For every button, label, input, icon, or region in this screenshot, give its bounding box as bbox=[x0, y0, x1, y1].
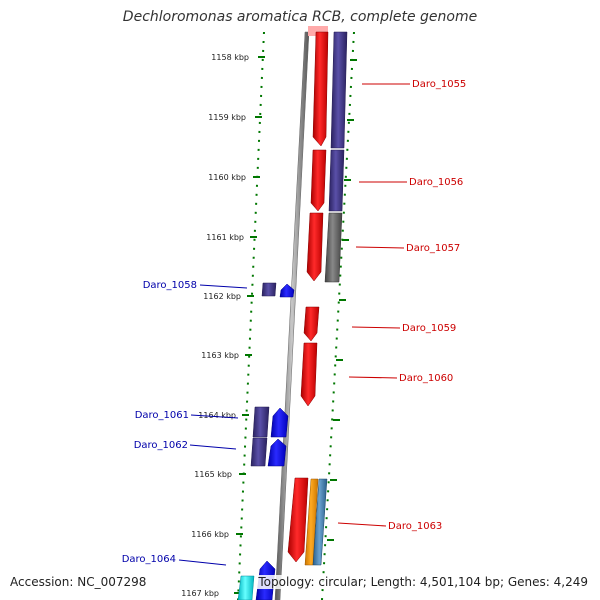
tick-label: 1162 kbp bbox=[203, 292, 241, 301]
right-track-ticks bbox=[327, 59, 357, 541]
gene-daro-1057[interactable] bbox=[306, 212, 324, 282]
gene-daro-1056-track2[interactable] bbox=[328, 149, 345, 212]
gene-daro-1058-track2[interactable] bbox=[279, 283, 295, 298]
gene-label-daro-1056[interactable]: Daro_1056 bbox=[409, 177, 463, 188]
gene-daro-1061[interactable] bbox=[252, 406, 270, 438]
left-label-leaders bbox=[178, 284, 248, 566]
gene-label-daro-1055[interactable]: Daro_1055 bbox=[412, 79, 466, 90]
tick-label: 1163 kbp bbox=[201, 351, 239, 360]
tick-label: 1167 kbp bbox=[181, 589, 219, 598]
leader-line bbox=[351, 326, 401, 329]
accession-text: Accession: NC_007298 bbox=[8, 575, 149, 589]
right-label-leaders bbox=[337, 83, 410, 527]
tick-label: 1158 kbp bbox=[211, 53, 249, 62]
gene-daro-1063[interactable] bbox=[287, 477, 309, 563]
gene-daro-1056[interactable] bbox=[310, 149, 327, 212]
gene-daro-1062-track2[interactable] bbox=[267, 438, 287, 467]
genome-stats-text: Topology: circular; Length: 4,501,104 bp… bbox=[256, 575, 590, 589]
gene-label-daro-1064[interactable]: Daro_1064 bbox=[122, 554, 176, 565]
tick-label: 1159 kbp bbox=[208, 113, 246, 122]
gene-daro-1057-track2[interactable] bbox=[324, 212, 343, 283]
gene-daro-1055-track2[interactable] bbox=[330, 31, 348, 149]
gene-label-daro-1059[interactable]: Daro_1059 bbox=[402, 323, 456, 334]
leader-line bbox=[189, 444, 237, 450]
gene-label-daro-1060[interactable]: Daro_1060 bbox=[399, 373, 453, 384]
gene-daro-1058[interactable] bbox=[261, 282, 277, 297]
scale-tick-labels: 1158 kbp 1159 kbp 1160 kbp 1161 kbp 1162… bbox=[181, 53, 249, 598]
tick-label: 1164 kbp bbox=[198, 411, 236, 420]
leader-line bbox=[355, 246, 405, 249]
gene-daro-1059[interactable] bbox=[303, 306, 320, 342]
tick-label: 1160 kbp bbox=[208, 173, 246, 182]
gene-daro-1064[interactable] bbox=[237, 575, 255, 600]
gene-label-daro-1061[interactable]: Daro_1061 bbox=[135, 410, 189, 421]
leader-line bbox=[178, 559, 227, 566]
tick-label: 1165 kbp bbox=[194, 470, 232, 479]
scale-ticks bbox=[234, 56, 265, 594]
gene-label-daro-1062[interactable]: Daro_1062 bbox=[134, 440, 188, 451]
gene-daro-1060[interactable] bbox=[300, 342, 318, 407]
gene-label-daro-1063[interactable]: Daro_1063 bbox=[388, 521, 442, 532]
genome-title: Dechloromonas aromatica RCB, complete ge… bbox=[122, 9, 478, 25]
tick-label: 1161 kbp bbox=[206, 233, 244, 242]
leader-line bbox=[190, 414, 239, 419]
leader-line bbox=[199, 284, 248, 289]
backbone-top-cap bbox=[308, 26, 328, 36]
gene-label-daro-1057[interactable]: Daro_1057 bbox=[406, 243, 460, 254]
gene-daro-1061-track2[interactable] bbox=[270, 407, 289, 438]
leader-line bbox=[348, 376, 398, 379]
gene-daro-1063-track3[interactable] bbox=[312, 478, 328, 566]
gene-daro-1062[interactable] bbox=[250, 437, 268, 467]
leader-line bbox=[337, 522, 387, 527]
gene-label-daro-1058[interactable]: Daro_1058 bbox=[143, 280, 197, 291]
tick-label: 1166 kbp bbox=[191, 530, 229, 539]
gene-daro-1055[interactable] bbox=[312, 31, 329, 147]
